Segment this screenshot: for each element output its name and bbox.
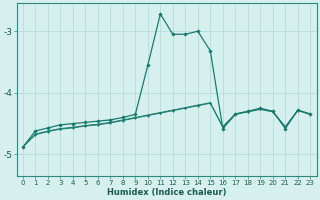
X-axis label: Humidex (Indice chaleur): Humidex (Indice chaleur) [107, 188, 226, 197]
